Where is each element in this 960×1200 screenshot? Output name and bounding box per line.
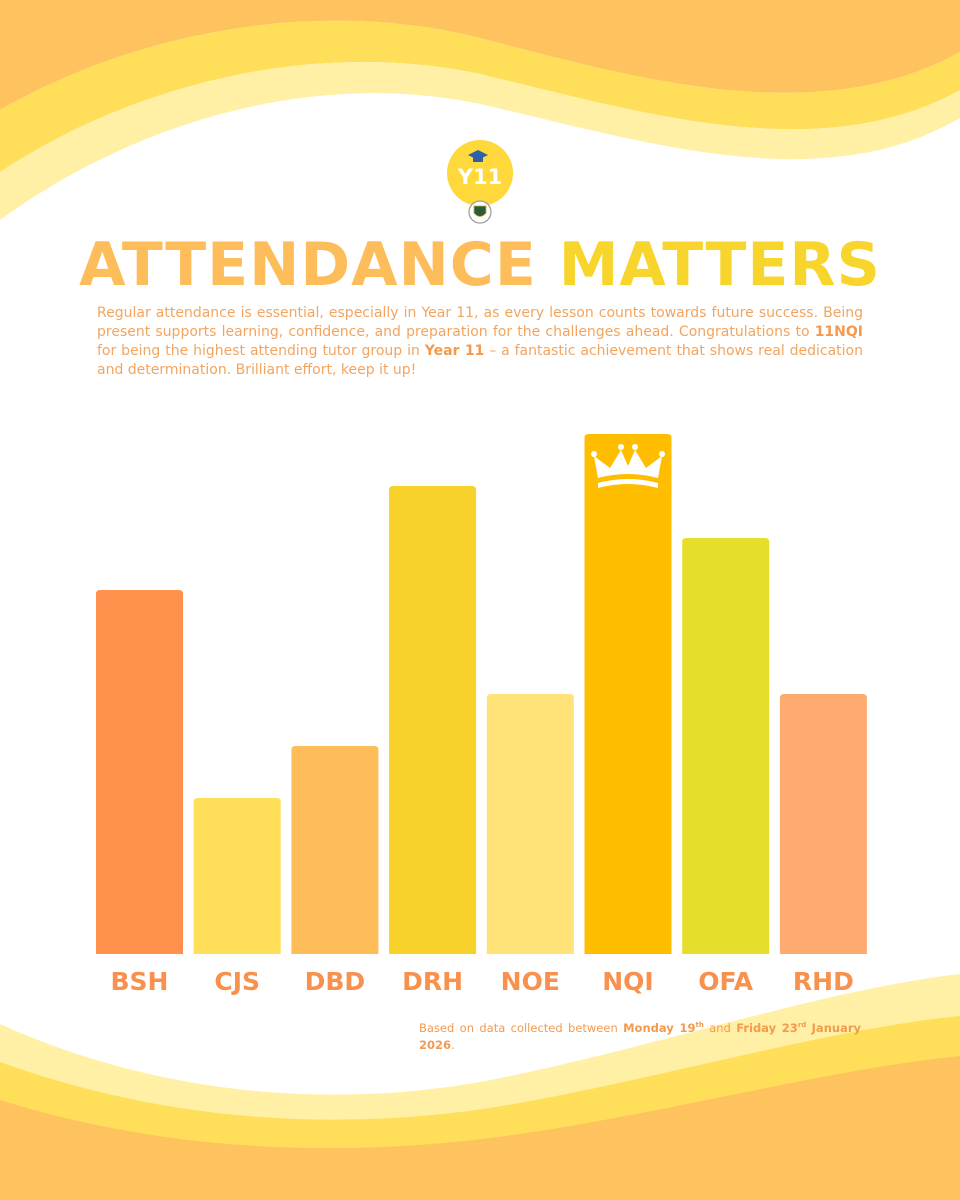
bars-layer xyxy=(96,434,867,954)
bar-noe xyxy=(486,694,574,954)
top-wave-pale xyxy=(0,62,960,220)
data-footnote: Based on data collected between Monday 1… xyxy=(419,1020,861,1052)
bar-cjs xyxy=(193,798,281,954)
highlight-year: Year 11 xyxy=(424,343,485,359)
bar-ofa xyxy=(682,538,770,954)
logo-circle xyxy=(447,140,513,206)
logo-text: Y11 xyxy=(457,165,502,189)
intro-paragraph: Regular attendance is essential, especia… xyxy=(97,305,863,378)
footnote-end-date: Friday 23rd xyxy=(736,1020,807,1035)
highlight-tutor-group: 11NQI xyxy=(814,324,863,340)
bar-dbd xyxy=(291,746,379,954)
category-label-bsh: BSH xyxy=(111,967,169,996)
footnote-end-month: January 2026 xyxy=(419,1020,861,1052)
category-label-drh: DRH xyxy=(402,967,463,996)
category-label-rhd: RHD xyxy=(793,967,854,996)
bar-nqi xyxy=(584,434,672,954)
crown-icon xyxy=(591,444,665,488)
bottom-wave-outer xyxy=(0,1056,960,1200)
category-labels-layer: BSH CJS DBD DRH NOE NQI OFA RHD xyxy=(111,967,854,996)
page-title: ATTENDANCE MATTERS xyxy=(0,226,960,304)
category-label-nqi: NQI xyxy=(602,967,653,996)
top-wave-yellow xyxy=(0,20,960,172)
category-label-dbd: DBD xyxy=(305,967,366,996)
category-label-ofa: OFA xyxy=(698,967,753,996)
year-11-logo: Y11 xyxy=(447,140,513,224)
category-label-noe: NOE xyxy=(501,967,560,996)
title-word-matters: MATTERS xyxy=(558,230,881,300)
bar-bsh xyxy=(96,590,183,954)
bar-drh xyxy=(389,486,477,954)
footnote-start-date: Monday 19th xyxy=(623,1020,704,1035)
top-wave-outer xyxy=(0,0,960,110)
title-word-attendance: ATTENDANCE xyxy=(79,230,537,300)
bar-rhd xyxy=(779,694,867,954)
category-label-cjs: CJS xyxy=(214,967,260,996)
